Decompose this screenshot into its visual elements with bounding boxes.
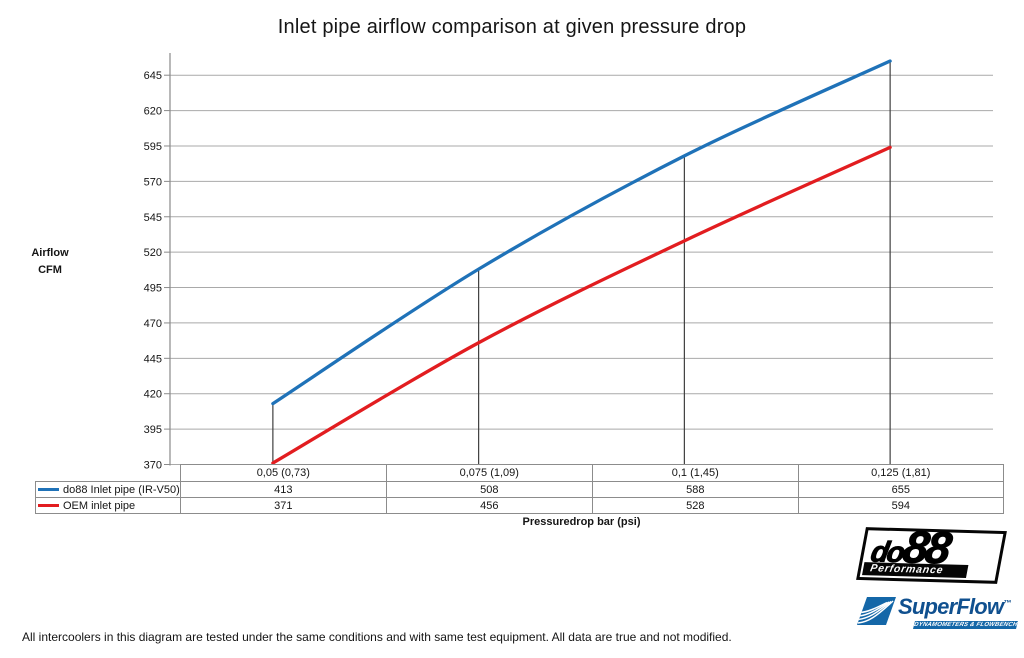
y-axis-title: Airflow CFM xyxy=(14,245,86,279)
table-corner-cell xyxy=(36,465,181,482)
category-label-cell: 0,075 (1,09) xyxy=(385,464,593,482)
y-tick-label: 470 xyxy=(144,318,162,330)
y-tick-label: 570 xyxy=(144,176,162,188)
x-axis-title: Pressuredrop bar (psi) xyxy=(522,516,641,528)
legend-label: OEM inlet pipe xyxy=(63,499,136,512)
value-cell: 413 xyxy=(179,481,387,498)
y-tick-label: 395 xyxy=(144,424,162,436)
y-tick-label: 420 xyxy=(144,389,162,401)
series-row-0: do88 Inlet pipe (IR-V50) 413 508 588 655 xyxy=(35,481,1004,498)
value-cell: 371 xyxy=(179,497,387,514)
value-cell: 508 xyxy=(385,481,593,498)
series-line-0 xyxy=(271,59,892,406)
superflow-logo: SuperFlow™ DYNAMOMETERS & FLOWBENCHES xyxy=(857,594,1019,634)
superflow-flow-icon xyxy=(857,597,896,625)
value-cell: 594 xyxy=(797,497,1004,514)
value-cell: 528 xyxy=(591,497,799,514)
y-tick-label: 520 xyxy=(144,247,162,259)
chart-title: Inlet pipe airflow comparison at given p… xyxy=(277,16,747,38)
category-label-cell: 0,05 (0,73) xyxy=(179,464,387,482)
legend-swatch xyxy=(38,488,59,491)
category-label-cell: 0,1 (1,45) xyxy=(591,464,799,482)
superflow-wordmark: SuperFlow™ xyxy=(898,594,1011,620)
do88-logo: do 88 Performance xyxy=(856,521,1007,584)
value-cell: 655 xyxy=(797,481,1004,498)
legend-swatch xyxy=(38,504,59,507)
value-cell: 588 xyxy=(591,481,799,498)
y-axis-title-line2: CFM xyxy=(38,264,62,276)
value-cell: 456 xyxy=(385,497,593,514)
superflow-tagline: DYNAMOMETERS & FLOWBENCHES xyxy=(913,621,1018,629)
disclaimer-text: All intercoolers in this diagram are tes… xyxy=(22,630,732,644)
series-row-1: OEM inlet pipe 371 456 528 594 xyxy=(35,497,1004,514)
category-header-row: 0,05 (0,73) 0,075 (1,09) 0,1 (1,45) 0,125 (… xyxy=(36,464,1004,482)
trademark-symbol: ™ xyxy=(1003,598,1012,608)
series-line-1 xyxy=(271,145,892,465)
y-tick-label: 645 xyxy=(144,70,162,82)
legend-label: do88 Inlet pipe (IR-V50) xyxy=(63,483,180,496)
category-label-cell: 0,125 (1,81) xyxy=(797,464,1004,482)
y-tick-label: 545 xyxy=(144,212,162,224)
superflow-name: SuperFlow xyxy=(898,594,1004,619)
y-tick-label: 445 xyxy=(144,353,162,365)
do88-tagline: Performance xyxy=(862,562,969,578)
y-axis-title-line1: Airflow xyxy=(31,247,69,259)
y-tick-label: 595 xyxy=(144,141,162,153)
y-tick-label: 495 xyxy=(144,283,162,295)
legend-cell: do88 Inlet pipe (IR-V50) xyxy=(35,481,181,498)
data-table: 0,05 (0,73) 0,075 (1,09) 0,1 (1,45) 0,125 (… xyxy=(35,464,1004,514)
y-tick-label: 620 xyxy=(144,106,162,118)
legend-cell: OEM inlet pipe xyxy=(35,497,181,514)
